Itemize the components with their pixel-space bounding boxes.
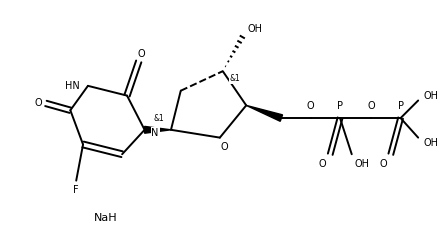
Text: &1: &1 bbox=[229, 75, 240, 84]
Text: O: O bbox=[318, 159, 326, 169]
Text: P: P bbox=[337, 101, 343, 111]
Text: F: F bbox=[74, 185, 79, 195]
Text: &1: &1 bbox=[154, 113, 165, 122]
Text: OH: OH bbox=[247, 24, 262, 34]
Text: N: N bbox=[152, 128, 159, 138]
Text: OH: OH bbox=[423, 138, 438, 148]
Text: O: O bbox=[221, 142, 229, 152]
Text: O: O bbox=[367, 101, 375, 111]
Text: P: P bbox=[398, 101, 403, 111]
Text: O: O bbox=[34, 98, 42, 108]
Text: O: O bbox=[138, 49, 145, 59]
Text: OH: OH bbox=[423, 91, 438, 101]
Text: O: O bbox=[379, 159, 387, 169]
Text: OH: OH bbox=[354, 159, 369, 169]
Polygon shape bbox=[246, 105, 283, 121]
Text: HN: HN bbox=[65, 81, 80, 91]
Text: NaH: NaH bbox=[94, 213, 117, 223]
Polygon shape bbox=[145, 126, 171, 133]
Text: O: O bbox=[307, 101, 314, 111]
